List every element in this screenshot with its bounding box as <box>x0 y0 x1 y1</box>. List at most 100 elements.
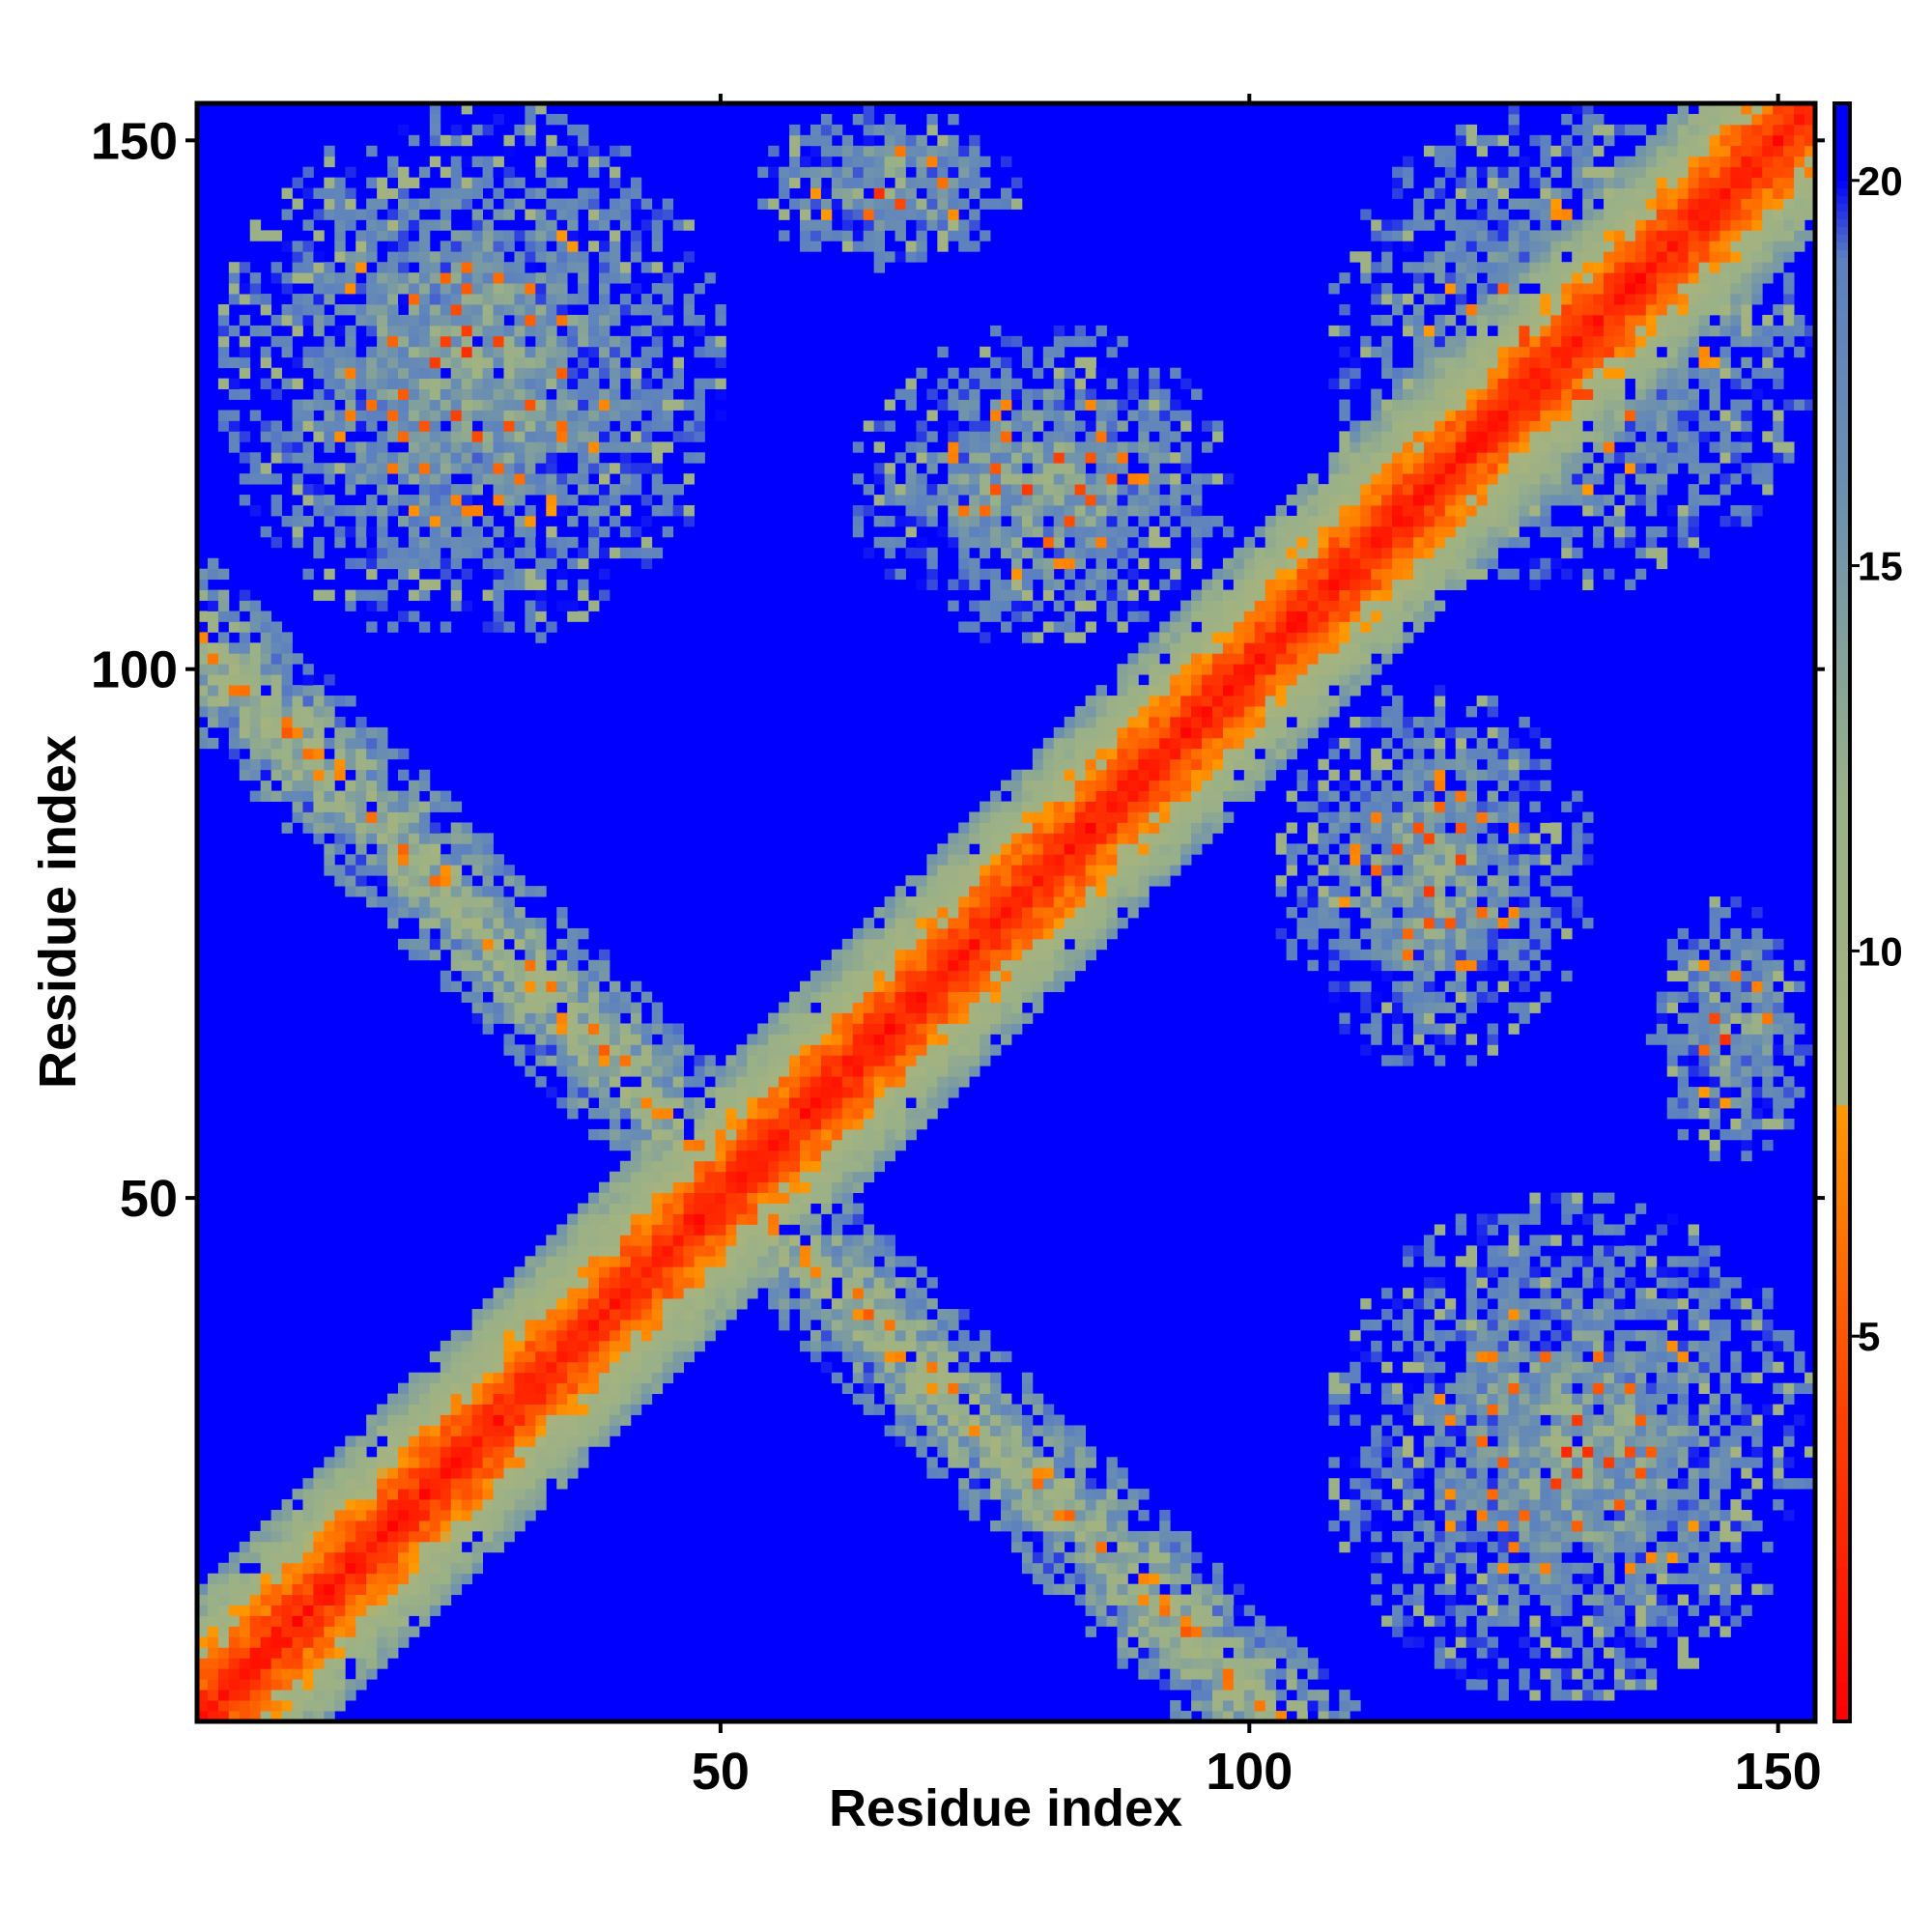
heatmap-cell <box>377 557 388 570</box>
heatmap-cell <box>1074 1594 1087 1605</box>
heatmap-cell <box>324 187 335 199</box>
heatmap-cell <box>651 1171 664 1183</box>
heatmap-cell <box>334 241 346 252</box>
heatmap-cell <box>651 1065 664 1077</box>
heatmap-cell <box>408 219 420 231</box>
heatmap-cell <box>408 399 420 411</box>
heatmap-cell <box>1021 1435 1034 1447</box>
heatmap-cell <box>503 1309 515 1321</box>
heatmap-cell <box>249 758 262 771</box>
heatmap-cell <box>1064 748 1076 760</box>
heatmap-cell <box>1001 886 1012 897</box>
heatmap-cell <box>1042 356 1055 369</box>
heatmap-cell <box>831 1034 843 1045</box>
heatmap-cell <box>345 1489 356 1500</box>
heatmap-cell <box>270 1647 282 1659</box>
heatmap-cell <box>640 1076 653 1088</box>
heatmap-cell <box>683 1256 695 1267</box>
heatmap-cell <box>990 959 1002 972</box>
heatmap-cell <box>418 1520 431 1532</box>
heatmap-cell <box>704 1235 716 1246</box>
heatmap-cell <box>324 1562 335 1575</box>
heatmap-cell <box>841 1065 854 1077</box>
heatmap-cell <box>609 198 621 210</box>
heatmap-cell <box>324 843 335 855</box>
heatmap-cell <box>599 1340 611 1352</box>
heatmap-cell <box>969 463 980 474</box>
heatmap-cell <box>630 1361 642 1374</box>
heatmap-cell <box>1032 1562 1044 1575</box>
heatmap-cell <box>387 1530 399 1543</box>
heatmap-cell <box>387 378 399 389</box>
heatmap-cell <box>260 716 272 728</box>
heatmap-cell <box>619 1213 632 1225</box>
heatmap-cell <box>948 875 959 887</box>
heatmap-cell <box>461 833 473 844</box>
heatmap-cell <box>429 854 441 866</box>
heatmap-cell <box>429 896 441 908</box>
heatmap-cell <box>281 706 293 718</box>
heatmap-cell <box>461 822 473 834</box>
heatmap-cell <box>800 1171 811 1183</box>
heatmap-cell <box>387 557 399 570</box>
heatmap-cell <box>820 1087 833 1098</box>
heatmap-cell <box>1053 801 1065 812</box>
heatmap-cell <box>789 134 801 147</box>
heatmap-cell <box>313 1626 325 1637</box>
heatmap-cell <box>884 1309 895 1321</box>
heatmap-cell <box>599 367 611 380</box>
heatmap-cell <box>270 441 282 453</box>
heatmap-cell <box>747 1171 758 1183</box>
heatmap-cell <box>239 1605 251 1616</box>
heatmap-cell <box>324 1658 335 1669</box>
heatmap-cell <box>324 1510 335 1521</box>
heatmap-cell <box>831 1171 843 1183</box>
heatmap-cell <box>207 706 219 718</box>
heatmap-cell <box>567 325 579 337</box>
heatmap-cell <box>239 685 251 696</box>
heatmap-cell <box>461 304 473 316</box>
heatmap-cell <box>440 1530 452 1543</box>
heatmap-cell <box>503 495 515 506</box>
heatmap-cell <box>1001 811 1012 823</box>
heatmap-cell <box>980 970 991 982</box>
heatmap-cell <box>292 484 303 496</box>
heatmap-cell <box>418 547 431 559</box>
heatmap-cell <box>863 1382 875 1395</box>
heatmap-cell <box>926 198 938 210</box>
heatmap-cell <box>546 1435 557 1447</box>
heatmap-cell <box>630 1288 642 1299</box>
heatmap-cell <box>418 283 431 295</box>
heatmap-cell <box>1001 388 1012 400</box>
heatmap-cell <box>503 970 515 982</box>
heatmap-cell <box>1085 1489 1096 1500</box>
heatmap-cell <box>334 536 346 549</box>
heatmap-cell <box>503 410 515 421</box>
heatmap-cell <box>535 103 547 115</box>
heatmap-cell <box>937 1372 949 1384</box>
heatmap-cell <box>546 1414 557 1426</box>
heatmap-cell <box>313 356 325 369</box>
heatmap-cell <box>567 1245 579 1257</box>
heatmap-cell <box>535 589 547 601</box>
heatmap-cell <box>916 1108 927 1120</box>
heatmap-cell <box>567 335 579 348</box>
heatmap-cell <box>197 706 209 718</box>
heatmap-cell <box>662 1361 674 1374</box>
heatmap-cell <box>493 495 504 506</box>
heatmap-cell <box>852 1277 865 1289</box>
heatmap-cell <box>715 314 726 327</box>
heatmap-cell <box>694 1076 705 1088</box>
heatmap-cell <box>905 134 917 147</box>
heatmap-cell <box>926 484 938 496</box>
heatmap-cell <box>260 1690 272 1701</box>
heatmap-cell <box>725 1192 737 1204</box>
heatmap-cell <box>440 1467 452 1479</box>
heatmap-cell <box>302 758 314 771</box>
heatmap-cell <box>619 1372 632 1384</box>
heatmap-cell <box>334 177 346 188</box>
heatmap-cell <box>377 1520 388 1532</box>
heatmap-cell <box>398 420 410 432</box>
heatmap-cell <box>503 145 515 157</box>
heatmap-cell <box>1032 843 1044 855</box>
